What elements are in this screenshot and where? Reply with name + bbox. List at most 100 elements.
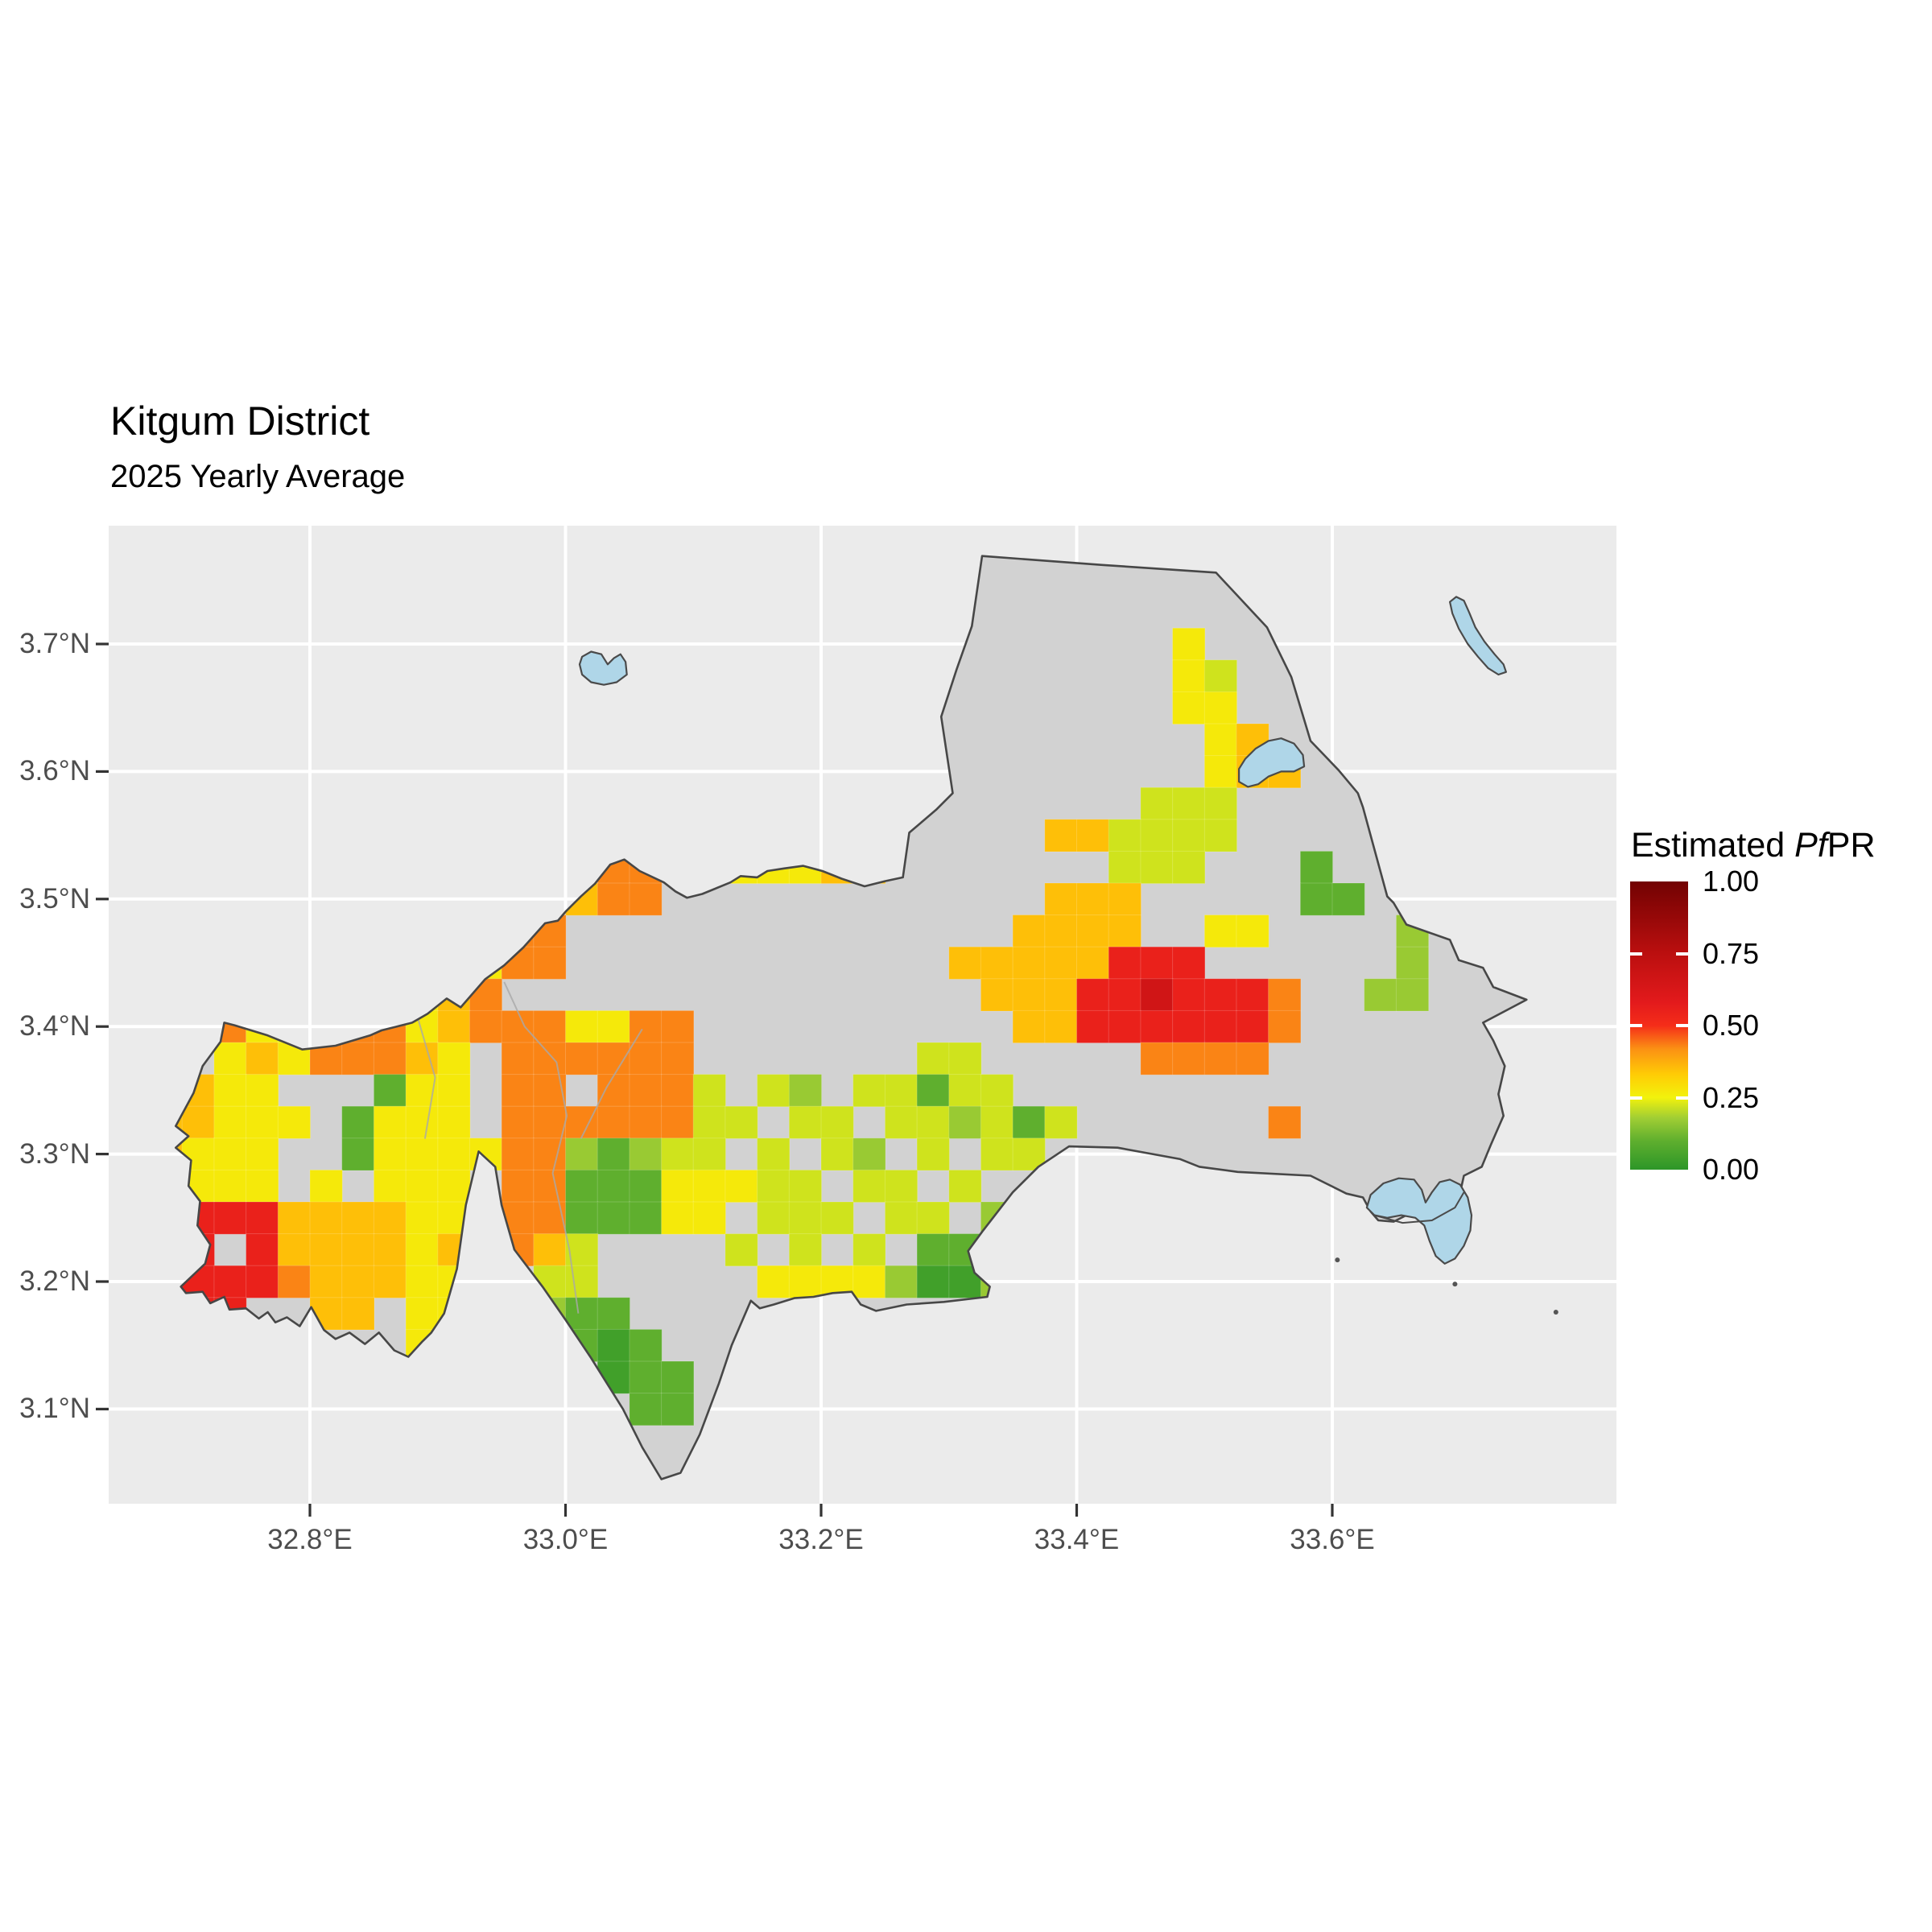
- raster-cell: [213, 1265, 247, 1298]
- raster-cell: [597, 1137, 630, 1171]
- raster-cell: [1140, 946, 1174, 980]
- raster-cell: [1172, 627, 1206, 661]
- raster-cell: [1044, 1105, 1078, 1139]
- raster-cell: [788, 1201, 823, 1235]
- raster-cell: [277, 1201, 312, 1235]
- raster-cell: [437, 1009, 471, 1044]
- raster-cell: [1172, 819, 1206, 852]
- raster-cell: [533, 1009, 567, 1044]
- raster-cell: [1203, 755, 1238, 789]
- raster-cell: [661, 1393, 695, 1426]
- raster-cell: [501, 1169, 535, 1203]
- raster-cell: [309, 1233, 343, 1267]
- raster-cell: [980, 978, 1014, 1012]
- raster-cell: [246, 1074, 279, 1108]
- raster-cell: [884, 1169, 919, 1203]
- raster-cell: [884, 1265, 919, 1298]
- raster-cell: [1076, 1009, 1110, 1044]
- raster-cell: [501, 1009, 535, 1044]
- raster-cell: [437, 1074, 471, 1108]
- raster-cell: [788, 1233, 823, 1267]
- raster-cell: [852, 1233, 886, 1267]
- raster-cell: [852, 1074, 886, 1108]
- raster-cell: [852, 1169, 886, 1203]
- raster-cell: [373, 1074, 407, 1108]
- raster-cell: [1236, 914, 1269, 948]
- raster-cell: [1140, 850, 1174, 885]
- raster-cell: [629, 1042, 663, 1075]
- raster-cell: [1236, 1042, 1269, 1075]
- legend-tick-mark: [1676, 1096, 1688, 1100]
- raster-cell: [565, 1201, 599, 1235]
- raster-cell: [1108, 978, 1141, 1012]
- district-outline: [175, 555, 1528, 1480]
- raster-cell: [1108, 1009, 1141, 1044]
- raster-cell: [1044, 946, 1078, 980]
- legend-title-italic: Pf: [1794, 826, 1827, 865]
- raster-cell: [692, 1201, 726, 1235]
- raster-cell: [661, 1074, 695, 1108]
- raster-cell: [597, 1328, 630, 1363]
- raster-cell: [373, 1137, 407, 1171]
- raster-cell: [597, 1105, 630, 1139]
- raster-cell: [246, 1233, 279, 1267]
- raster-cell: [980, 1137, 1014, 1171]
- x-axis-label: 33.6°E: [1290, 1524, 1375, 1555]
- page-subtitle: 2025 Yearly Average: [110, 459, 406, 494]
- raster-cell: [916, 1105, 950, 1139]
- raster-cell: [1044, 1009, 1078, 1044]
- raster-cell: [1140, 786, 1174, 820]
- legend-title-prefix: Estimated: [1631, 826, 1795, 865]
- raster-cell: [1108, 882, 1141, 916]
- raster-cell: [341, 1137, 375, 1171]
- raster-cell: [1299, 850, 1334, 885]
- raster-cell: [246, 1169, 279, 1203]
- raster-cell: [565, 1009, 599, 1044]
- lake-channel-line: [1374, 1191, 1465, 1224]
- raster-cell: [213, 1169, 247, 1203]
- district-fill: [175, 555, 1527, 1480]
- raster-cell: [1012, 1105, 1046, 1139]
- raster-cell: [1203, 786, 1238, 820]
- raster-cell: [213, 1201, 247, 1235]
- raster-cell: [757, 1169, 791, 1203]
- raster-cell: [629, 1169, 663, 1203]
- raster-cell: [501, 1042, 535, 1075]
- raster-cell: [661, 1360, 695, 1394]
- raster-cell: [405, 1297, 439, 1331]
- raster-cell: [629, 882, 663, 916]
- raster-cell: [1236, 1009, 1269, 1044]
- raster-cell: [1172, 659, 1206, 693]
- raster-cell: [277, 1105, 312, 1139]
- raster-cell: [597, 1201, 630, 1235]
- raster-cell: [373, 1233, 407, 1267]
- raster-cell: [724, 1105, 758, 1139]
- raster-cell: [1172, 691, 1206, 725]
- raster-cell: [692, 1169, 726, 1203]
- raster-cell: [533, 1201, 567, 1235]
- raster-cell: [1203, 914, 1238, 948]
- raster-cell: [533, 1169, 567, 1203]
- lakes: [578, 596, 1507, 1265]
- lake-shape: [1449, 596, 1507, 676]
- raster-cell: [820, 1105, 854, 1139]
- raster-cell: [565, 1297, 599, 1331]
- raster-cell: [629, 1393, 663, 1426]
- raster-cell: [501, 1074, 535, 1108]
- raster-cell: [246, 1105, 279, 1139]
- raster-cell: [565, 1169, 599, 1203]
- legend-label: 1.00: [1703, 865, 1760, 898]
- raster-cell: [469, 1009, 503, 1044]
- raster-cell: [1076, 946, 1110, 980]
- y-axis-label: 3.7°N: [19, 628, 90, 659]
- raster-cell: [980, 946, 1014, 980]
- raster-cell: [1172, 1042, 1206, 1075]
- raster-cell: [916, 1233, 950, 1267]
- raster-cell: [1012, 978, 1046, 1012]
- raster-cell: [629, 1201, 663, 1235]
- raster-cell: [948, 1074, 982, 1108]
- raster-cell: [1044, 819, 1078, 852]
- raster-cell: [1108, 819, 1141, 852]
- raster-cell: [341, 1105, 375, 1139]
- raster-cell: [246, 1265, 279, 1298]
